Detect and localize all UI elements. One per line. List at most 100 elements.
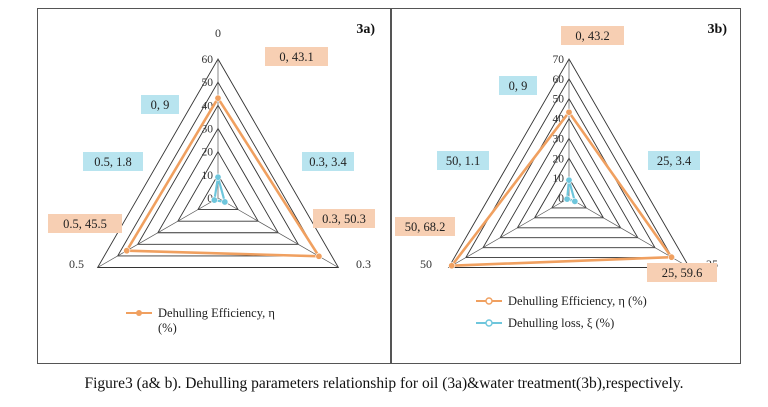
data-label-text: 0.3, 3.4 <box>309 155 347 169</box>
data-label-text: 50, 68.2 <box>405 220 446 234</box>
category-label: 0.3 <box>356 257 371 271</box>
tick-label: 0 <box>558 193 564 205</box>
data-point <box>565 108 573 116</box>
chart-title: 3a) <box>356 22 375 37</box>
data-label-text: 25, 59.6 <box>662 266 703 280</box>
tick-label: 30 <box>202 124 214 136</box>
radar-chart-3b: 010203040506070025503b)0, 43.225, 59.650… <box>395 22 728 330</box>
data-label: 50, 1.1 <box>437 151 489 170</box>
grid-ring <box>551 177 587 209</box>
data-label: 0.3, 3.4 <box>302 152 354 171</box>
data-label-box <box>313 209 375 228</box>
series-loss <box>563 176 579 205</box>
data-point <box>563 195 571 203</box>
tick-label: 0 <box>207 193 213 205</box>
data-point <box>123 247 131 255</box>
grid-ring <box>177 150 259 222</box>
panel-3b: 010203040506070025503b)0, 43.225, 59.650… <box>391 8 741 364</box>
tick-label: 60 <box>202 54 214 66</box>
tick-label: 40 <box>202 100 214 112</box>
grid-ring <box>447 58 691 268</box>
data-label-text: 0, 43.1 <box>279 50 313 64</box>
grid-ring <box>136 104 300 245</box>
legend-marker <box>136 310 142 316</box>
series-line <box>124 95 322 258</box>
data-label-box <box>265 47 328 66</box>
data-label: 0, 43.2 <box>561 26 624 45</box>
data-label-text: 25, 3.4 <box>657 154 692 168</box>
data-label: 0.3, 50.3 <box>313 209 375 228</box>
series-line <box>565 179 577 203</box>
tick-label: 50 <box>202 77 214 89</box>
tick-label: 60 <box>553 74 565 86</box>
data-label: 25, 59.6 <box>647 263 717 282</box>
data-point <box>667 253 675 261</box>
grid-ring <box>96 58 340 268</box>
tick-label: 70 <box>553 54 565 66</box>
data-point <box>214 173 222 181</box>
data-label-text: 0.5, 45.5 <box>63 217 107 231</box>
data-label: 0, 9 <box>499 76 537 95</box>
category-label: 50 <box>420 257 432 271</box>
panel-3a: 0 10 20 30 40 50 60 0 0.3 0.5 3a) 0, 43.1 0.3, 50.3 0… <box>37 8 391 364</box>
category-label: 0 <box>215 26 221 40</box>
legend-label: Dehulling Efficiency, η <box>158 306 275 320</box>
legend: Dehulling Efficiency, η (%) Dehulling los… <box>476 294 647 330</box>
legend-marker <box>485 319 493 327</box>
data-label-box <box>561 26 624 45</box>
data-label-box <box>48 214 122 233</box>
data-label-box <box>395 217 455 236</box>
radar-chart-3a: 0 10 20 30 40 50 60 0 0.3 0.5 3a) 0, 43.1 0.3, 50.3 0… <box>48 22 375 335</box>
series-line <box>449 110 674 268</box>
tick-label: 10 <box>202 170 214 182</box>
data-label: 50, 68.2 <box>395 217 455 236</box>
data-label-text: 0, 9 <box>509 79 528 93</box>
data-point <box>315 252 323 260</box>
legend-marker <box>485 297 493 305</box>
data-label: 25, 3.4 <box>648 151 700 170</box>
legend-label: (%) <box>158 321 177 335</box>
grid-ring <box>157 127 279 234</box>
grid-ring <box>465 77 673 259</box>
data-label-text: 0, 9 <box>151 98 170 112</box>
axis-spoke <box>97 197 219 268</box>
data-label-box <box>141 95 179 114</box>
data-label: 0, 9 <box>141 95 179 114</box>
data-point <box>565 176 573 184</box>
data-point <box>571 197 579 205</box>
series-loss <box>210 173 229 206</box>
data-label: 0, 43.1 <box>265 47 328 66</box>
legend-label: Dehulling Efficiency, η (%) <box>508 294 647 308</box>
data-label-box <box>83 152 143 171</box>
data-point <box>214 94 222 102</box>
data-label: 0.5, 1.8 <box>83 152 143 171</box>
tick-label: 30 <box>553 133 565 145</box>
data-label-text: 50, 1.1 <box>446 154 480 168</box>
figure-caption: Figure3 (a& b). Dehulling parameters rel… <box>84 375 684 392</box>
data-label-text: 0.3, 50.3 <box>322 212 366 226</box>
grid-ring <box>499 117 639 239</box>
series-efficiency <box>448 108 675 270</box>
data-label-box <box>648 151 700 170</box>
data-label-box <box>647 263 717 282</box>
grid-ring <box>533 157 605 219</box>
tick-label: 20 <box>553 153 565 165</box>
tick-label: 40 <box>553 114 565 126</box>
data-label-box <box>302 152 354 171</box>
data-label-box <box>437 151 489 170</box>
data-label-text: 0.5, 1.8 <box>94 155 132 169</box>
data-label-text: 0, 43.2 <box>575 29 609 43</box>
chart-title: 3b) <box>708 22 728 37</box>
data-point <box>448 262 456 270</box>
tick-label: 50 <box>553 94 565 106</box>
radar-grid <box>96 58 340 268</box>
data-point <box>210 196 218 204</box>
grid-ring <box>197 173 239 211</box>
tick-label: 20 <box>202 147 214 159</box>
legend: Dehulling Efficiency, η(%) <box>126 306 275 335</box>
data-label: 0.5, 45.5 <box>48 214 122 233</box>
data-point <box>221 198 229 206</box>
series-efficiency <box>123 94 323 260</box>
legend-label: Dehulling loss, ξ (%) <box>508 316 614 330</box>
